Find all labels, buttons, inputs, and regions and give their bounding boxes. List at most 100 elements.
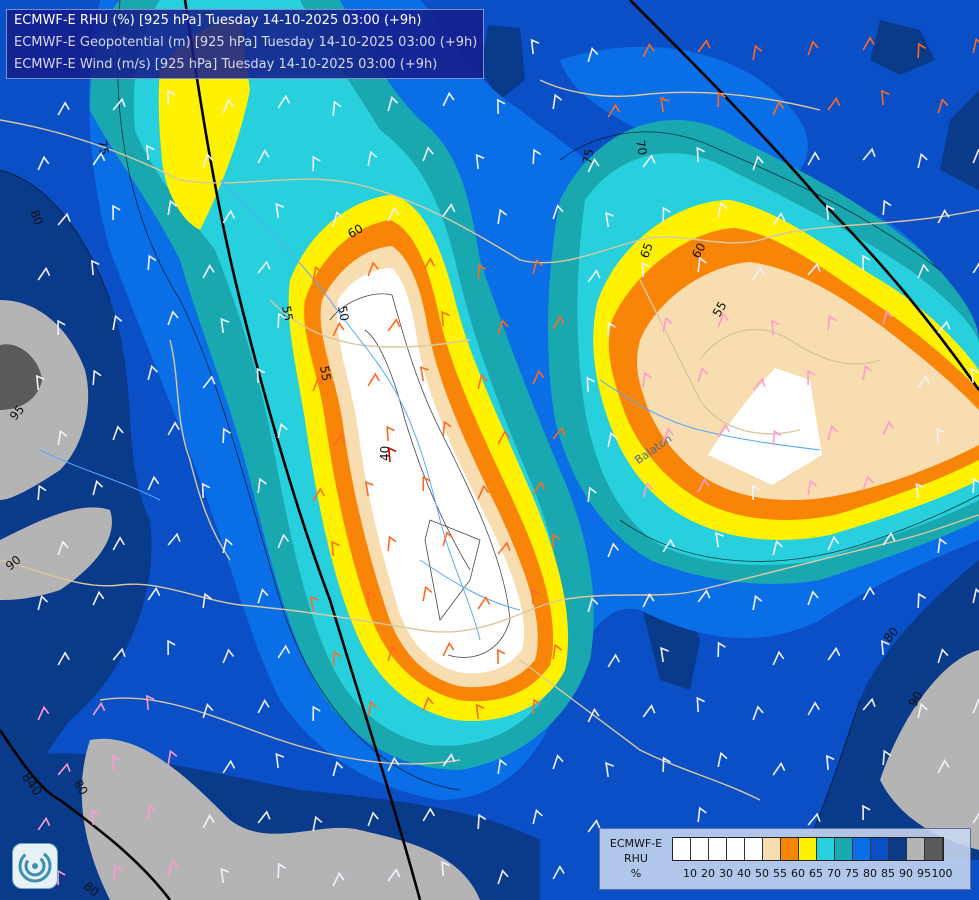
wind-barb xyxy=(147,364,159,381)
wind-barb xyxy=(312,155,321,172)
wind-barb xyxy=(717,312,729,328)
wind-barb xyxy=(442,203,456,217)
wind-barb xyxy=(752,266,765,281)
wind-barb xyxy=(92,151,106,166)
wind-barb xyxy=(605,761,614,778)
wind-barb xyxy=(917,374,931,389)
wind-barb xyxy=(167,532,181,546)
wind-barb xyxy=(90,809,100,826)
wind-barb xyxy=(57,762,71,776)
legend-swatch xyxy=(691,838,709,860)
contour-label-65: 65 xyxy=(637,241,655,260)
wind-barb xyxy=(222,648,235,664)
wind-barb xyxy=(367,811,379,827)
wind-barb xyxy=(697,589,711,603)
legend-tick-label: 70 xyxy=(827,867,841,880)
wind-barb xyxy=(662,427,674,443)
wind-barb xyxy=(57,319,66,336)
wind-barb xyxy=(827,314,837,331)
wind-barb xyxy=(275,752,285,769)
wind-barb xyxy=(419,365,429,382)
wind-barb xyxy=(312,265,323,282)
wind-barb xyxy=(57,869,66,886)
legend-tick-label: 55 xyxy=(773,867,787,880)
wind-barb xyxy=(222,98,235,114)
wind-barb xyxy=(222,209,236,224)
wind-barb xyxy=(477,484,490,500)
wind-barb xyxy=(422,475,431,492)
wind-barb xyxy=(937,648,949,664)
contour-label-55-a: 55 xyxy=(317,365,333,382)
wind-barb xyxy=(772,100,785,116)
wind-barb xyxy=(112,425,124,441)
wind-barb xyxy=(497,758,508,775)
wind-barb xyxy=(917,702,928,719)
wind-barb xyxy=(587,707,600,723)
legend-tick-label: 90 xyxy=(899,867,913,880)
wind-barb xyxy=(167,639,176,656)
wind-barb xyxy=(37,705,50,721)
rhu-contour-lines xyxy=(0,0,979,861)
wind-barb xyxy=(277,533,290,549)
wind-barb xyxy=(662,538,676,553)
wind-barb xyxy=(92,590,105,606)
wind-barb xyxy=(497,319,509,335)
wind-barb xyxy=(607,431,618,448)
legend-title-unit: % xyxy=(630,867,642,880)
wind-barb xyxy=(112,864,123,881)
wind-barb xyxy=(807,590,819,606)
wind-barb xyxy=(717,201,728,218)
wind-barb xyxy=(772,429,782,446)
title-rhu: ECMWF-E RHU (%) [925 hPa] Tuesday 14-10-… xyxy=(14,13,422,28)
wind-barbs xyxy=(35,36,979,887)
wind-barb xyxy=(807,40,819,56)
wind-barb xyxy=(147,475,160,491)
wind-barb xyxy=(90,259,100,276)
wind-barb xyxy=(530,38,540,55)
legend-tick-label: 85 xyxy=(881,867,895,880)
wind-barb xyxy=(642,704,656,718)
wind-barb xyxy=(422,696,434,712)
wind-barb xyxy=(477,813,487,830)
contour-label-55-c: 55 xyxy=(710,299,730,319)
wind-barb xyxy=(442,753,456,767)
wind-barb xyxy=(882,309,894,326)
wind-barb xyxy=(862,586,875,601)
wind-barb xyxy=(37,816,51,831)
wind-barb xyxy=(367,150,378,167)
wind-barb xyxy=(825,754,835,771)
wind-barb xyxy=(752,705,764,721)
wind-barb xyxy=(57,651,70,666)
wind-barb xyxy=(277,644,291,659)
wind-barb xyxy=(532,148,542,165)
wind-barb xyxy=(972,587,979,604)
wind-barb xyxy=(972,259,979,274)
wind-barb xyxy=(532,698,542,715)
wind-barb xyxy=(752,594,763,611)
wind-barb xyxy=(387,318,401,332)
wind-barb xyxy=(387,95,399,112)
legend-swatch xyxy=(673,838,691,860)
wind-barb xyxy=(587,47,599,63)
contour-label-50: 50 xyxy=(335,305,351,322)
wind-barb xyxy=(882,531,896,546)
rhu-band-75-80-northeast xyxy=(560,46,808,172)
wind-barb xyxy=(697,367,709,383)
wind-barb xyxy=(167,89,176,106)
wind-barb xyxy=(167,421,180,436)
legend-swatch xyxy=(763,838,781,860)
contour-label-70: 70 xyxy=(633,139,649,156)
wind-barb xyxy=(112,204,121,221)
wind-barb xyxy=(222,537,233,554)
wind-barb xyxy=(660,96,669,113)
wind-barb xyxy=(862,697,876,711)
wind-barb xyxy=(827,646,841,661)
wind-barb xyxy=(752,155,764,171)
wind-barb xyxy=(717,751,728,768)
wind-barb xyxy=(697,806,707,823)
wind-barb xyxy=(607,103,621,118)
wind-barb xyxy=(530,588,540,605)
legend-tick-label: 95 xyxy=(917,867,931,880)
